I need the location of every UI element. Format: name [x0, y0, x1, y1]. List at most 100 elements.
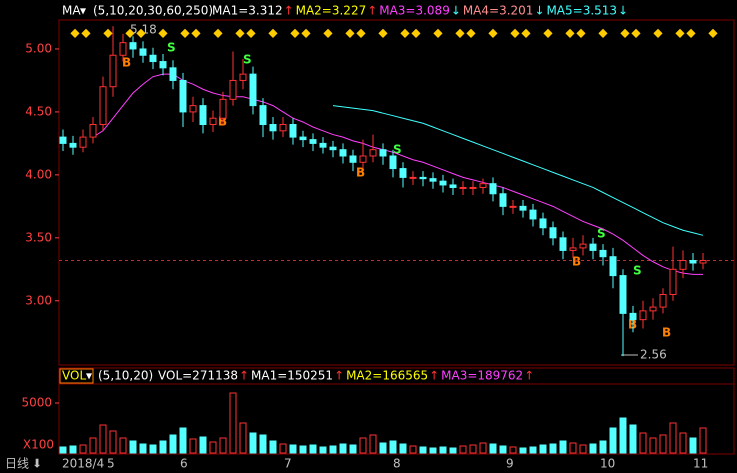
y-tick-label: 4.50: [25, 104, 52, 118]
volume-bar: [189, 438, 197, 454]
price-frame: [58, 19, 735, 366]
volume-bar: [449, 447, 457, 454]
candle-body: [399, 168, 407, 178]
volume-bar: [559, 440, 567, 454]
vol-button[interactable]: [59, 368, 94, 384]
volume-bar: [439, 446, 447, 454]
volume-bar: [389, 440, 397, 454]
min-label: 2.56: [640, 348, 667, 362]
indicator-arrow: ▾: [80, 4, 86, 18]
volume-bar: [569, 442, 577, 454]
ma-arrow: ↓: [534, 4, 544, 18]
period[interactable]: 日线: [5, 457, 29, 471]
volume-bar: [79, 444, 87, 454]
volume-bar: [699, 427, 707, 454]
candle-body: [59, 136, 67, 144]
vol-indicator[interactable]: VOL: [62, 369, 86, 383]
x-label: 10: [600, 457, 615, 471]
candle-body: [359, 155, 367, 163]
vol-unit: X100: [23, 438, 54, 452]
volume-bar: [579, 444, 587, 454]
candle-body: [209, 117, 217, 126]
volume-bar: [679, 432, 687, 454]
candle-body: [659, 293, 667, 308]
event-marker: ◆: [576, 26, 586, 40]
vol-legend: MA3=189762: [441, 369, 523, 383]
candle-body: [679, 259, 687, 270]
event-marker: ◆: [70, 26, 80, 40]
candle-body: [599, 249, 607, 258]
candle-body: [99, 86, 107, 126]
event-marker: ◆: [290, 26, 300, 40]
x-label: 9: [506, 457, 514, 471]
ma-line: [92, 73, 703, 275]
candle-body: [449, 184, 457, 188]
volume-bar: [479, 442, 487, 454]
volume-frame: [58, 367, 735, 455]
sell-signal: S: [597, 227, 606, 241]
candle-body: [119, 42, 127, 56]
event-marker: ◆: [136, 26, 146, 40]
candle-body: [69, 142, 77, 148]
event-marker: ◆: [81, 26, 91, 40]
volume-bar: [339, 443, 347, 454]
volume-bar: [689, 437, 697, 454]
volume-bar: [209, 441, 217, 454]
ma-arrow: ↓: [618, 4, 628, 18]
volume-bar: [399, 443, 407, 454]
volume-bar: [249, 432, 257, 454]
volume-bar: [519, 447, 527, 454]
event-marker: ◆: [433, 26, 443, 40]
event-marker: ◆: [125, 26, 135, 40]
volume-bar: [269, 440, 277, 454]
candle-body: [279, 124, 287, 132]
x-label: 6: [180, 457, 188, 471]
event-marker: ◆: [631, 26, 641, 40]
volume-bar: [419, 446, 427, 454]
volume-bar: [199, 436, 207, 454]
candle-body: [129, 42, 137, 50]
candle-body: [559, 237, 567, 251]
candle-body: [179, 79, 187, 113]
volume-bar: [549, 443, 557, 454]
event-marker: ◆: [455, 26, 465, 40]
volume-bar: [309, 444, 317, 454]
event-marker: ◆: [378, 26, 388, 40]
event-marker: ◆: [466, 26, 476, 40]
candle-body: [629, 312, 637, 321]
indicator-params: (5,10,20,30,60,250): [93, 4, 213, 18]
buy-signal: B: [662, 326, 671, 340]
volume-bar: [289, 444, 297, 454]
event-marker: ◆: [345, 26, 355, 40]
ma-legend: MA2=3.227: [296, 4, 367, 18]
candle-body: [219, 98, 227, 119]
buy-signal: B: [356, 166, 365, 180]
period-arrow: ⬇: [32, 457, 42, 471]
candle-body: [299, 136, 307, 141]
ma-arrow: ↑: [284, 4, 294, 18]
candle-body: [439, 180, 447, 186]
event-marker: ◆: [180, 26, 190, 40]
volume-bar: [659, 434, 667, 454]
volume-bar: [109, 430, 117, 454]
event-marker: ◆: [653, 26, 663, 40]
indicator-name[interactable]: MA: [62, 4, 81, 18]
vol-arrow: ▾: [86, 369, 92, 383]
candle-body: [459, 186, 467, 189]
volume-bar: [119, 437, 127, 454]
volume-bar: [149, 444, 157, 454]
volume-bar: [529, 446, 537, 454]
event-marker: ◆: [620, 26, 630, 40]
volume-bar: [159, 440, 167, 454]
volume-bar: [139, 443, 147, 454]
event-marker: ◆: [268, 26, 278, 40]
candle-body: [169, 67, 177, 81]
buy-signal: B: [122, 56, 131, 70]
ma-legend: MA1=3.312: [212, 4, 283, 18]
volume-bar: [539, 444, 547, 454]
candle-body: [79, 136, 87, 148]
volume-bar: [499, 445, 507, 454]
ma-legend: MA3=3.089: [379, 4, 450, 18]
